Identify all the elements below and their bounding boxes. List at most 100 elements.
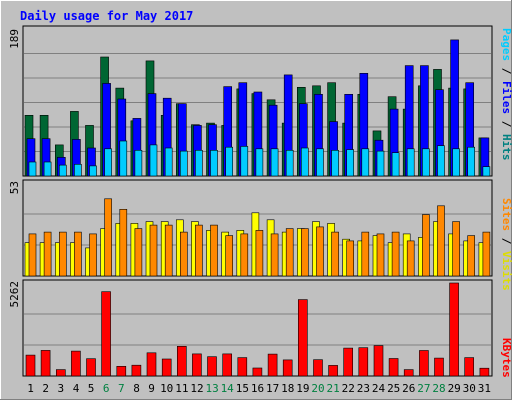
bar-pages <box>346 149 355 177</box>
bar-kbytes <box>297 299 308 377</box>
bar-kbytes <box>252 367 263 377</box>
x-tick-label: 26 <box>402 382 415 395</box>
x-tick-label: 28 <box>432 382 445 395</box>
bar-pages <box>180 150 188 177</box>
bar-visits <box>43 231 52 277</box>
bar-kbytes <box>177 345 187 377</box>
legend-sep-1: / <box>500 61 512 81</box>
x-tick-label: 2 <box>42 382 49 395</box>
bar-visits <box>149 224 158 277</box>
bars-layer <box>24 39 491 377</box>
bar-kbytes <box>373 345 384 377</box>
bar-kbytes <box>146 352 157 377</box>
bar-kbytes <box>449 282 459 377</box>
bar-kbytes <box>207 356 217 377</box>
bar-visits <box>119 209 128 277</box>
bar-pages <box>89 165 97 177</box>
bar-kbytes <box>40 350 51 377</box>
bar-pages <box>255 148 264 177</box>
x-tick-label: 10 <box>160 382 173 395</box>
bar-visits <box>285 228 294 277</box>
x-tick-label: 30 <box>463 382 476 395</box>
x-tick-label: 5 <box>88 382 95 395</box>
bar-visits <box>376 233 385 277</box>
bar-kbytes <box>313 359 323 377</box>
bar-pages <box>316 148 324 177</box>
legend-kbytes: KBytes <box>500 338 512 378</box>
bar-visits <box>58 231 67 277</box>
bar-visits <box>422 214 430 277</box>
legend-files: Files <box>500 81 512 114</box>
bar-pages <box>43 161 52 177</box>
bar-pages <box>300 147 309 177</box>
x-tick-label: 12 <box>190 382 203 395</box>
bar-visits <box>89 233 97 277</box>
y-max-label-usage: 189 <box>8 29 21 49</box>
bar-visits <box>361 231 370 277</box>
bar-kbytes <box>116 365 127 377</box>
panel-kbytes <box>22 279 493 377</box>
x-tick-label: 15 <box>236 382 249 395</box>
x-tick-label: 31 <box>478 382 491 395</box>
legend-sites: Sites <box>500 198 512 231</box>
bar-pages <box>164 147 173 177</box>
bar-pages <box>270 148 279 177</box>
bar-pages <box>285 150 294 177</box>
x-tick-label: 13 <box>205 382 218 395</box>
bar-pages <box>361 148 370 177</box>
bar-pages <box>240 146 249 177</box>
legend-usage: Pages / Files / Hits <box>500 28 512 161</box>
x-tick-label: 8 <box>133 382 140 395</box>
bar-pages <box>195 150 203 177</box>
bar-visits <box>225 235 233 277</box>
bar-pages <box>210 150 218 177</box>
x-tick-label: 1 <box>27 382 34 395</box>
bar-kbytes <box>328 365 338 377</box>
legend-pages: Pages <box>500 28 512 61</box>
bar-pages <box>28 161 37 177</box>
bar-visits <box>452 221 460 277</box>
bar-pages <box>225 146 233 177</box>
bar-kbytes <box>267 353 278 377</box>
bar-visits <box>406 240 415 277</box>
bar-pages <box>452 148 460 177</box>
bar-pages <box>74 164 82 177</box>
chart-title: Daily usage for May 2017 <box>20 9 193 23</box>
bar-pages <box>467 146 476 177</box>
bar-visits <box>467 235 476 277</box>
bar-visits <box>195 224 203 277</box>
bar-visits <box>255 230 264 277</box>
bar-kbytes <box>161 358 172 377</box>
bar-visits <box>316 226 324 277</box>
bar-pages <box>406 148 415 177</box>
bar-kbytes <box>434 357 444 377</box>
bar-pages <box>422 148 430 177</box>
bar-pages <box>482 166 491 177</box>
bar-kbytes <box>343 347 354 377</box>
bar-visits <box>104 198 112 277</box>
bar-visits <box>134 228 143 277</box>
x-tick-label: 20 <box>311 382 324 395</box>
legend-visits: Visits <box>500 251 512 291</box>
bar-kbytes <box>222 353 232 377</box>
x-tick-label: 3 <box>57 382 64 395</box>
bar-kbytes <box>403 369 414 377</box>
x-tick-label: 23 <box>357 382 370 395</box>
bar-kbytes <box>131 364 142 377</box>
x-tick-label: 14 <box>221 382 235 395</box>
bar-kbytes <box>419 350 429 377</box>
bar-pages <box>437 145 445 177</box>
x-tick-label: 27 <box>417 382 430 395</box>
bar-visits <box>331 231 339 277</box>
bar-kbytes <box>282 359 293 377</box>
x-tick-label: 22 <box>342 382 355 395</box>
bar-visits <box>240 233 249 277</box>
y-max-label-kbytes: 5262 <box>8 281 21 308</box>
x-tick-label: 24 <box>372 382 386 395</box>
x-tick-label: 18 <box>281 382 294 395</box>
x-tick-label: 4 <box>73 382 80 395</box>
bar-visits <box>346 240 355 277</box>
bar-visits <box>28 233 37 277</box>
bar-pages <box>376 150 385 177</box>
bar-kbytes <box>101 291 111 377</box>
